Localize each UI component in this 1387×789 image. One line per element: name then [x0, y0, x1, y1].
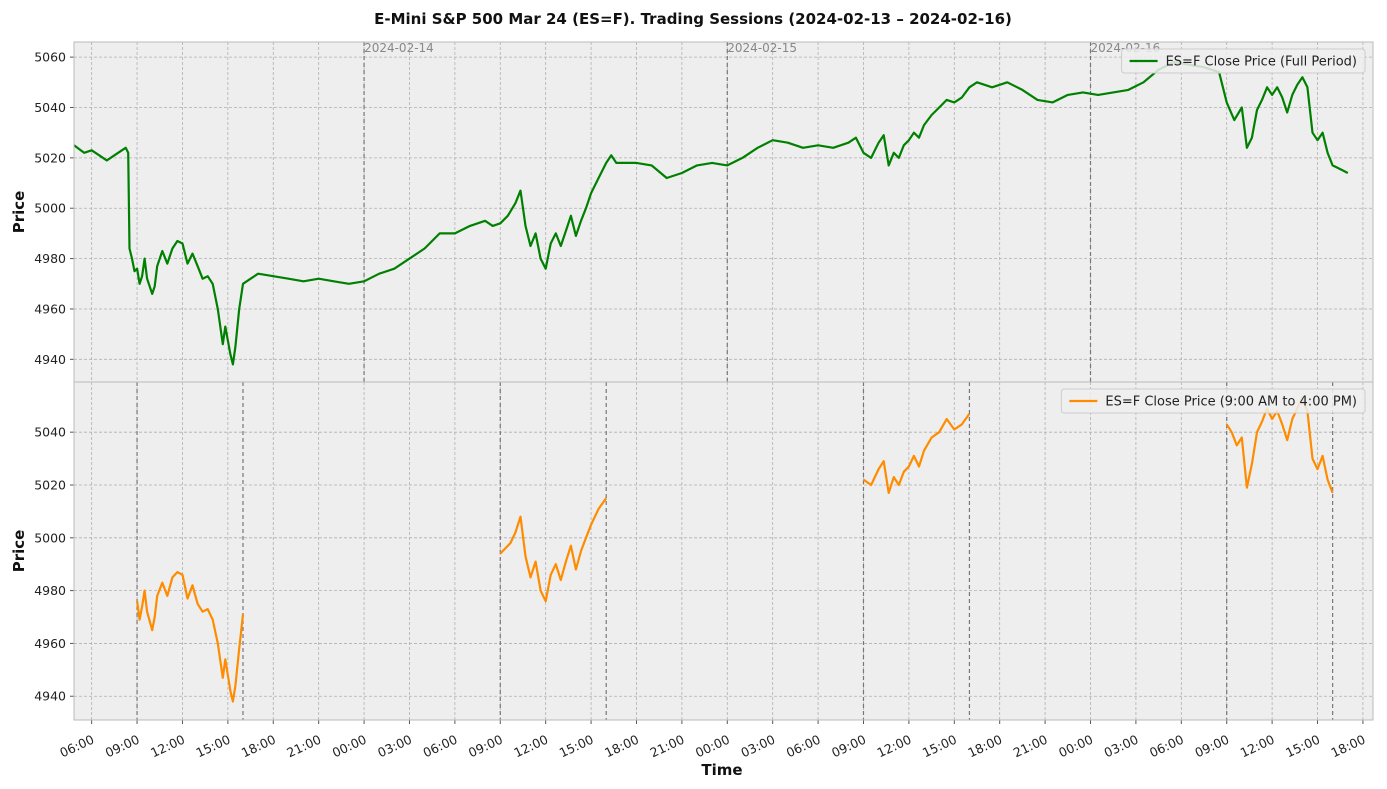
- x-tick-label: 12:00: [1238, 732, 1277, 761]
- x-tick-label: 12:00: [511, 732, 550, 761]
- x-tick-label: 18:00: [239, 732, 278, 761]
- legend-label-trading-hours: ES=F Close Price (9:00 AM to 4:00 PM): [1105, 395, 1357, 410]
- y-axis-label-bottom: Price: [10, 530, 28, 573]
- x-tick-label: 21:00: [648, 732, 687, 761]
- x-tick-label: 18:00: [1329, 732, 1368, 761]
- x-tick-label: 06:00: [57, 732, 96, 761]
- x-tick-label: 21:00: [1011, 732, 1050, 761]
- y-axis-label-top: Price: [10, 191, 28, 234]
- y-tick-label: 4960: [34, 301, 66, 316]
- day-markers: 2024-02-14 2024-02-15 2024-02-16: [363, 41, 1160, 382]
- x-tick-label: 06:00: [784, 732, 823, 761]
- legend-full-period: ES=F Close Price (Full Period): [1121, 48, 1366, 74]
- x-tick-label: 09:00: [1192, 732, 1231, 761]
- x-tick-label: 12:00: [875, 732, 914, 761]
- x-tick-label: 03:00: [375, 732, 414, 761]
- x-tick-label: 03:00: [1102, 732, 1141, 761]
- series-line-trading-hours: [136, 396, 1334, 703]
- legend-box-bottom: [1060, 388, 1366, 414]
- day-marker-label: 2024-02-14: [364, 41, 434, 55]
- y-tick-label: 4980: [34, 583, 66, 598]
- plot-area-top: [74, 42, 1373, 382]
- y-tick-label: 4980: [34, 251, 66, 266]
- x-tick-label: 18:00: [602, 732, 641, 761]
- x-tick-label: 15:00: [194, 732, 233, 761]
- x-tick-label: 09:00: [103, 732, 142, 761]
- x-tick-label: 15:00: [920, 732, 959, 761]
- chart-title: E-Mini S&P 500 Mar 24 (ES=F). Trading Se…: [374, 10, 1012, 28]
- y-tick-label: 5040: [34, 100, 66, 115]
- series-path-session: [499, 497, 608, 603]
- y-tick-label: 5060: [34, 50, 66, 65]
- y-tick-label: 4960: [34, 636, 66, 651]
- gridlines-top: [70, 42, 1373, 386]
- y-tick-label: 5000: [34, 530, 66, 545]
- x-tick-label: 15:00: [557, 732, 596, 761]
- y-tick-labels-top: 4940 4960 4980 5000 5020 5040 5060: [34, 50, 66, 367]
- session-markers: [136, 382, 1334, 720]
- series-path-session: [136, 571, 245, 703]
- y-tick-label: 4940: [34, 689, 66, 704]
- x-tick-label: 09:00: [466, 732, 505, 761]
- x-tick-label: 15:00: [1283, 732, 1322, 761]
- x-tick-label: 06:00: [421, 732, 460, 761]
- x-tick-label: 00:00: [1056, 732, 1095, 761]
- x-axis-label: Time: [701, 761, 742, 779]
- legend-box-top: [1121, 48, 1366, 74]
- y-tick-labels-bottom: 4940 4960 4980 5000 5020 5040: [34, 425, 66, 704]
- x-tick-label: 03:00: [738, 732, 777, 761]
- series-path-session: [1225, 396, 1334, 494]
- series-path-session: [862, 413, 971, 494]
- y-tick-label: 5040: [34, 425, 66, 440]
- x-tick-label: 18:00: [965, 732, 1004, 761]
- panel-full-period: 2024-02-14 2024-02-15 2024-02-16 494049604…: [10, 41, 1374, 386]
- plot-area-bottom: [74, 382, 1373, 720]
- y-tick-label: 5020: [34, 477, 66, 492]
- x-tick-label: 00:00: [330, 732, 369, 761]
- y-tick-label: 5020: [34, 150, 66, 165]
- legend-label-full-period: ES=F Close Price (Full Period): [1166, 55, 1357, 70]
- x-tick-label: 21:00: [284, 732, 323, 761]
- day-marker-label: 2024-02-15: [727, 41, 797, 55]
- plot-frame-bottom: [73, 381, 1374, 721]
- x-tick-label: 06:00: [1147, 732, 1186, 761]
- y-tick-label: 5000: [34, 201, 66, 216]
- x-tick-label: 12:00: [148, 732, 187, 761]
- x-tick-label: 09:00: [829, 732, 868, 761]
- x-tick-label: 00:00: [693, 732, 732, 761]
- y-tick-label: 4940: [34, 352, 66, 367]
- x-tick-labels: 06:00 09:00 12:00 15:00 18:00 21:00 00:00 03:00…: [57, 732, 1367, 761]
- panel-trading-hours: 4940 4960 4980 5000 5020 5040 Price ES=F Clos…: [10, 381, 1374, 724]
- legend-trading-hours: ES=F Close Price (9:00 AM to 4:00 PM): [1060, 388, 1366, 414]
